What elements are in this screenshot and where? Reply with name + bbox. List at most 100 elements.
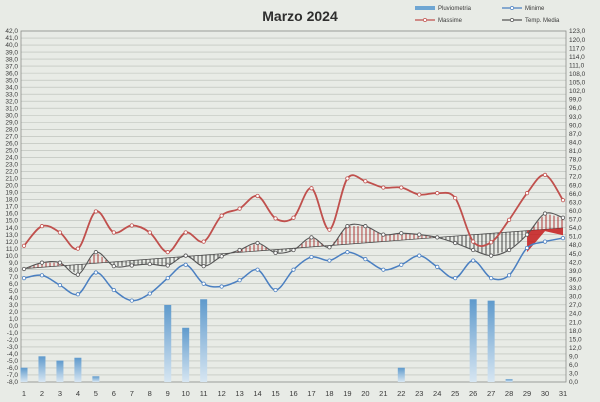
y-right-tick-label: 96,0 bbox=[569, 105, 582, 112]
x-tick-label: 14 bbox=[253, 389, 261, 398]
y-left-tick-label: -5,0 bbox=[7, 358, 19, 365]
above-trend-fill bbox=[314, 239, 318, 247]
above-trend-fill bbox=[365, 226, 369, 243]
y-left-tick-label: 1,0 bbox=[9, 316, 18, 323]
y-right-tick-label: 105,0 bbox=[569, 80, 586, 87]
x-tick-label: 16 bbox=[289, 389, 297, 398]
point-massime bbox=[21, 243, 27, 248]
y-left-tick-label: 26,0 bbox=[5, 141, 18, 148]
legend-label-pluviometria: Pluviometria bbox=[438, 6, 472, 12]
point-temp-media bbox=[291, 247, 296, 253]
x-tick-label: 8 bbox=[148, 389, 152, 398]
below-trend-fill bbox=[506, 232, 510, 251]
below-trend-fill bbox=[167, 257, 171, 266]
above-trend-fill bbox=[353, 226, 357, 244]
above-trend-fill bbox=[536, 220, 540, 230]
point-temp-media bbox=[399, 231, 404, 236]
point-temp-media bbox=[75, 272, 81, 277]
below-trend-fill bbox=[284, 248, 288, 252]
point-minime bbox=[273, 287, 278, 293]
y-left-tick-label: 3,0 bbox=[9, 302, 18, 309]
above-trend-fill bbox=[356, 226, 360, 244]
point-temp-media bbox=[506, 247, 512, 253]
y-left-tick-label: 34,0 bbox=[5, 84, 18, 91]
above-trend-fill bbox=[368, 227, 372, 243]
y-left-tick-label: 32,0 bbox=[5, 98, 18, 105]
point-minime bbox=[219, 284, 224, 289]
above-trend-fill bbox=[542, 213, 546, 230]
above-trend-fill bbox=[260, 244, 264, 251]
below-trend-fill bbox=[278, 249, 282, 253]
y-left-tick-label: 17,0 bbox=[5, 204, 18, 211]
above-trend-fill bbox=[254, 243, 258, 252]
y-left-tick-label: 13,0 bbox=[5, 232, 18, 239]
y-right-tick-label: 60,0 bbox=[569, 208, 582, 215]
above-trend-fill bbox=[53, 262, 57, 267]
point-minime bbox=[255, 267, 260, 272]
point-minime bbox=[129, 298, 134, 303]
rain-bar bbox=[164, 304, 172, 382]
y-right-tick-label: 33,0 bbox=[569, 285, 582, 292]
point-temp-media bbox=[417, 232, 422, 237]
y-right-tick-label: 81,0 bbox=[569, 148, 582, 155]
above-trend-fill bbox=[251, 244, 255, 252]
below-trend-fill bbox=[143, 259, 147, 265]
below-trend-fill bbox=[479, 234, 483, 253]
x-tick-label: 24 bbox=[433, 389, 441, 398]
above-trend-fill bbox=[248, 245, 252, 252]
below-trend-fill bbox=[497, 232, 501, 254]
point-minime bbox=[291, 267, 296, 272]
below-trend-fill bbox=[509, 231, 513, 251]
y-right-tick-label: 0,0 bbox=[569, 379, 578, 386]
point-minime bbox=[39, 273, 45, 278]
x-tick-label: 2 bbox=[40, 389, 44, 398]
point-temp-media bbox=[273, 250, 278, 255]
above-trend-fill bbox=[371, 228, 375, 243]
y-axis-right: 0,03,0 6,09,0 12,0 15,018,0 21,024,0 27,030,0… bbox=[569, 28, 586, 386]
point-minime bbox=[381, 267, 386, 272]
y-left-tick-label: 41,0 bbox=[5, 35, 18, 42]
y-left-tick-label: 38,0 bbox=[5, 56, 18, 63]
point-minime bbox=[506, 273, 512, 278]
y-left-tick-label: 4,0 bbox=[9, 295, 18, 302]
x-tick-label: 29 bbox=[523, 389, 531, 398]
y-left-tick-label: -2,0 bbox=[7, 337, 19, 344]
y-left-tick-label: 25,0 bbox=[5, 148, 18, 155]
y-left-tick-label: 5,0 bbox=[9, 288, 18, 295]
above-trend-fill bbox=[560, 217, 563, 229]
y-left-tick-label: 10,0 bbox=[5, 253, 18, 260]
point-massime bbox=[363, 179, 368, 184]
x-tick-label: 13 bbox=[235, 389, 243, 398]
point-temp-media bbox=[471, 247, 476, 253]
point-massime bbox=[471, 239, 476, 244]
y-right-tick-label: 78,0 bbox=[569, 157, 582, 164]
y-right-tick-label: 57,0 bbox=[569, 217, 582, 224]
x-tick-label: 22 bbox=[397, 389, 405, 398]
point-minime bbox=[363, 257, 368, 262]
x-tick-label: 11 bbox=[200, 389, 208, 398]
y-right-tick-label: 120,0 bbox=[569, 37, 586, 44]
y-right-tick-label: 45,0 bbox=[569, 251, 582, 258]
above-trend-fill bbox=[359, 226, 363, 244]
below-trend-fill bbox=[140, 259, 144, 265]
x-tick-label: 18 bbox=[325, 389, 333, 398]
y-left-tick-label: 42,0 bbox=[5, 28, 18, 35]
point-temp-media bbox=[309, 235, 314, 240]
y-left-tick-label: 22,0 bbox=[5, 169, 18, 176]
y-right-tick-label: 114,0 bbox=[569, 54, 585, 61]
rain-bars bbox=[20, 299, 513, 382]
above-trend-fill bbox=[245, 246, 249, 252]
x-tick-label: 5 bbox=[94, 389, 98, 398]
below-trend-fill bbox=[65, 265, 69, 269]
y-left-tick-label: 23,0 bbox=[5, 162, 18, 169]
point-massime bbox=[237, 206, 242, 211]
legend-swatch-pluviometria bbox=[415, 6, 435, 10]
y-right-tick-label: 99,0 bbox=[569, 97, 582, 104]
y-left-tick-label: 27,0 bbox=[5, 134, 18, 141]
below-trend-fill bbox=[500, 232, 504, 253]
chart-title: Marzo 2024 bbox=[262, 8, 338, 24]
above-trend-fill bbox=[299, 243, 303, 248]
point-minime bbox=[399, 262, 404, 267]
below-trend-fill bbox=[137, 259, 141, 265]
series-lines bbox=[21, 172, 566, 303]
